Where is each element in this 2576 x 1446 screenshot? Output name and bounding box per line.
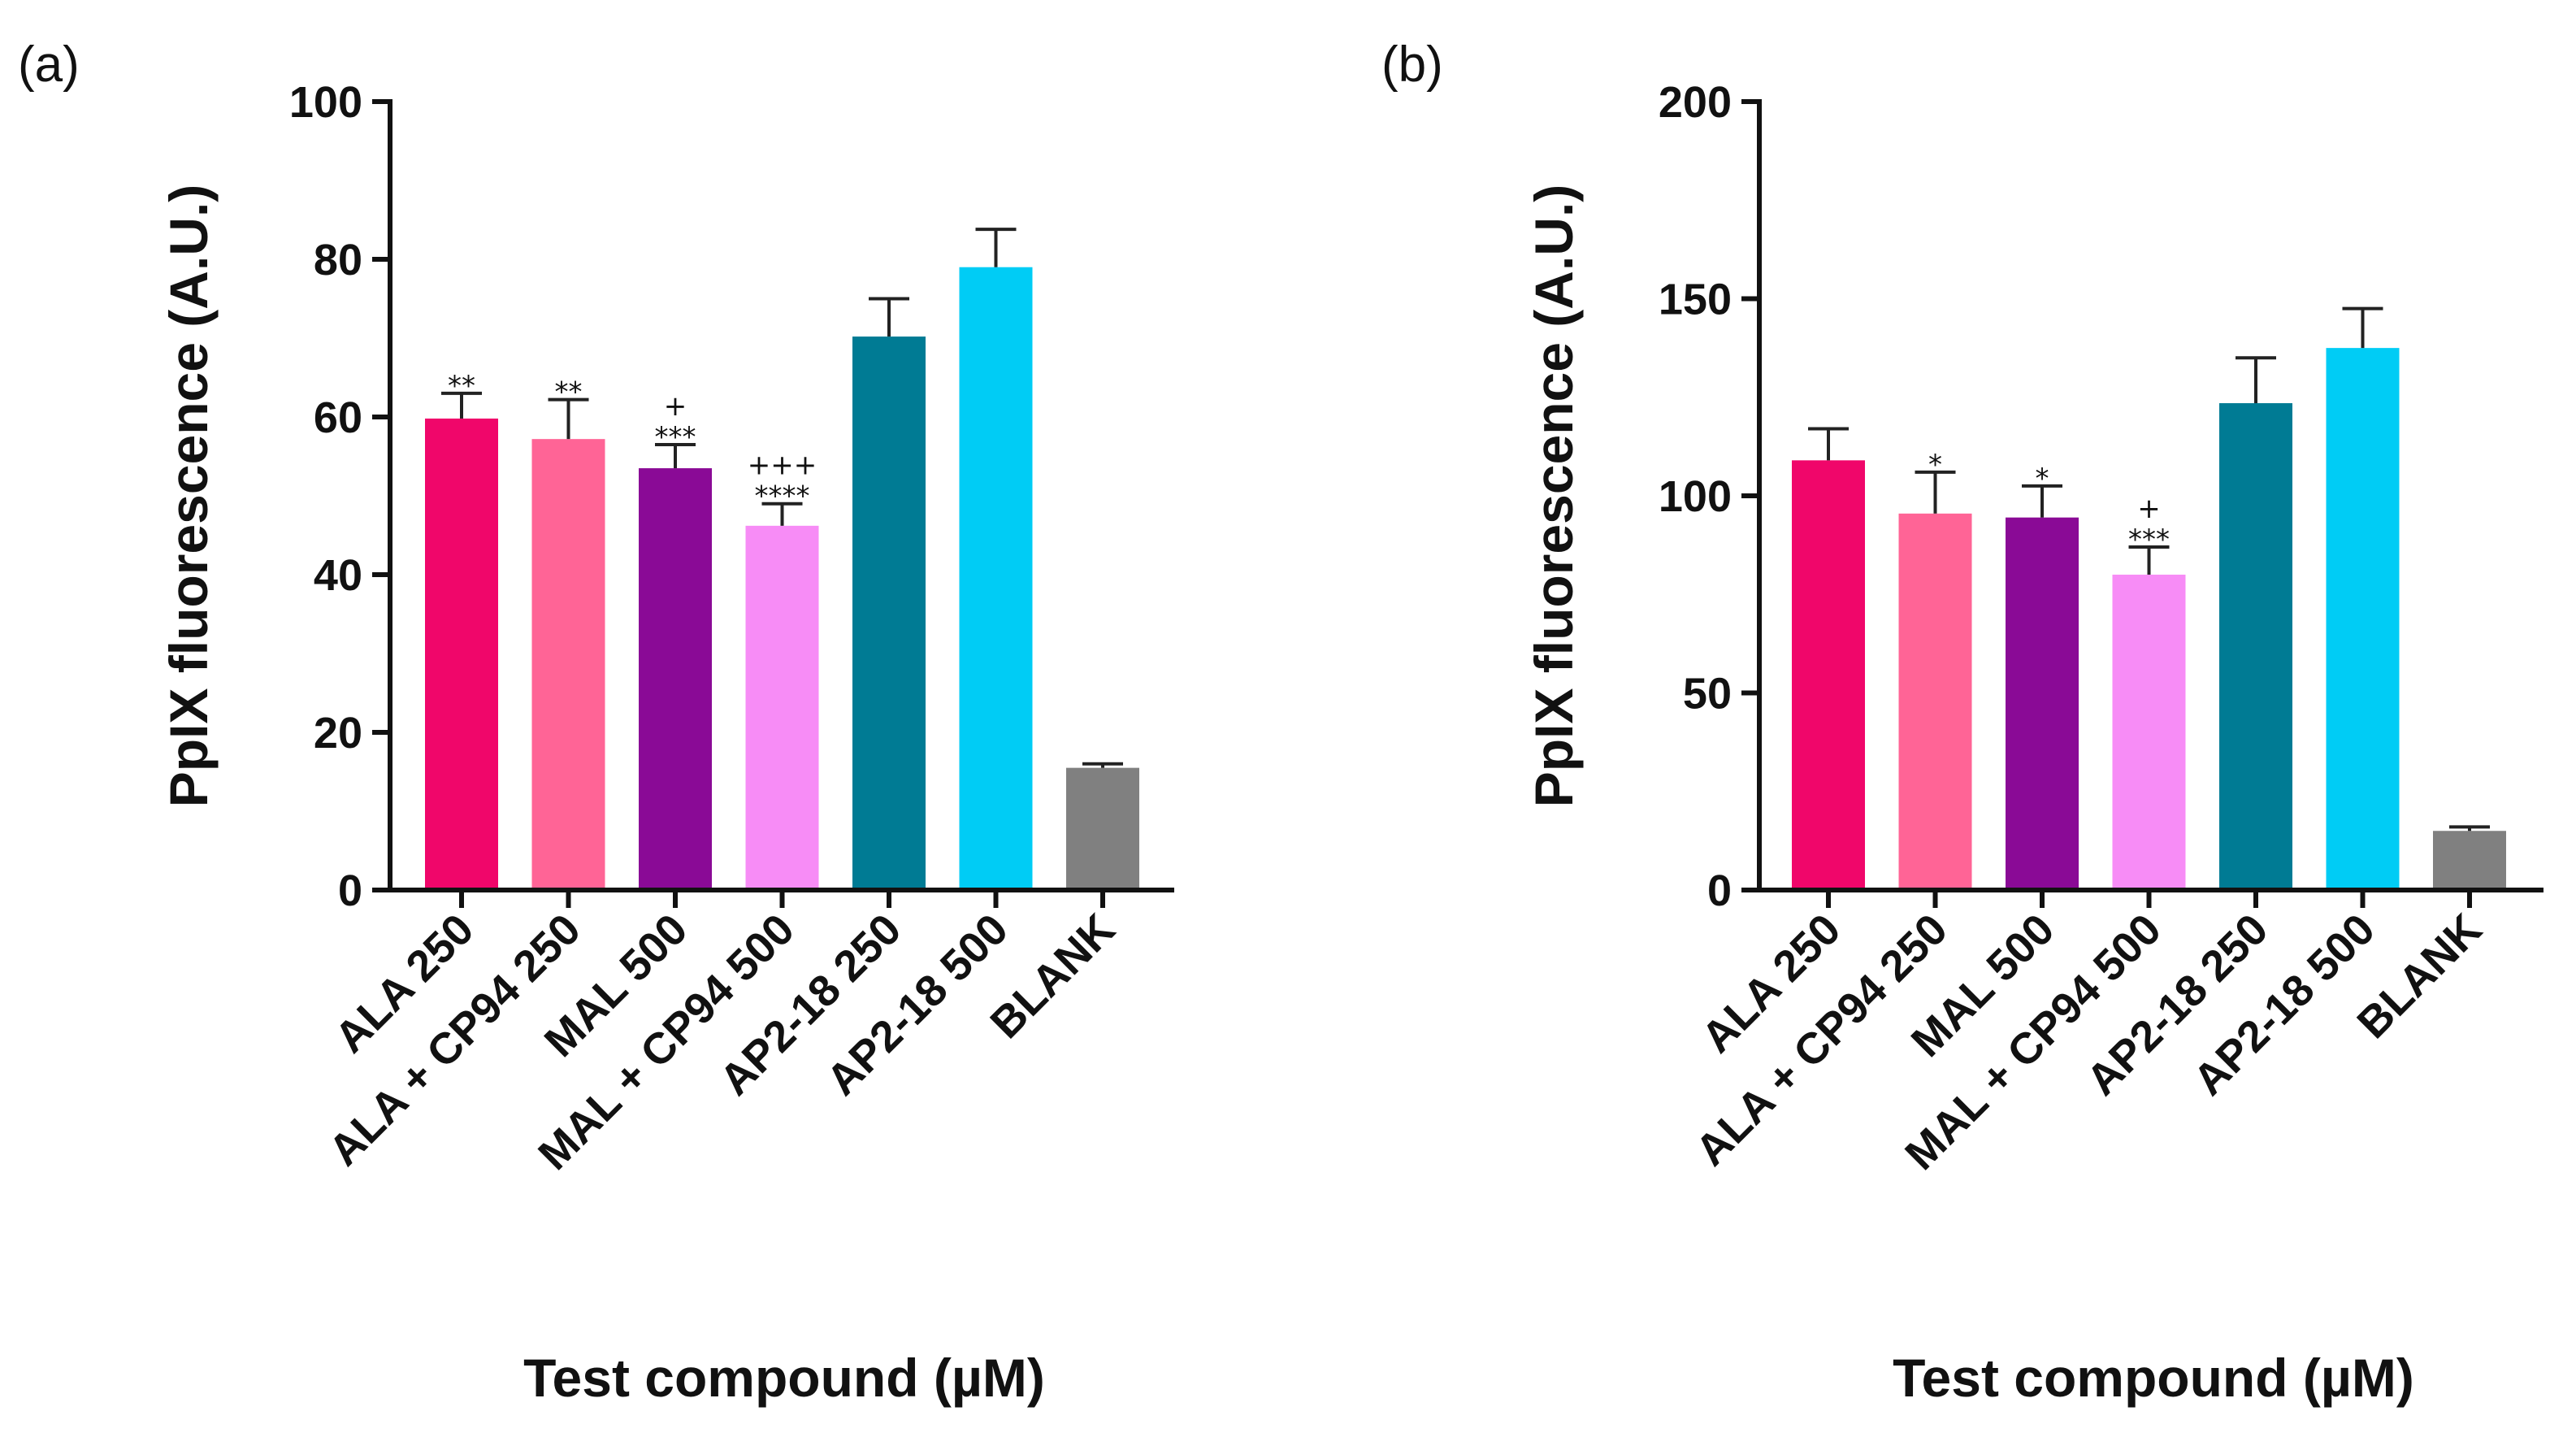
significance-marker: + xyxy=(664,390,687,423)
x-axis-title: Test compound (µM) xyxy=(523,1348,1045,1408)
y-tick-label: 100 xyxy=(1659,472,1732,521)
bar-3 xyxy=(639,468,712,890)
bar-5 xyxy=(2219,403,2292,890)
bar-6 xyxy=(2326,348,2400,890)
y-axis-title: PpIX fluorescence (A.U.) xyxy=(1524,185,1584,808)
bar-3 xyxy=(2006,517,2079,890)
significance-marker: ** xyxy=(448,370,475,402)
significance-marker: *** xyxy=(2128,523,2170,556)
bar-1 xyxy=(425,418,498,890)
bar-7 xyxy=(2433,831,2506,890)
bar-7 xyxy=(1066,767,1139,890)
significance-marker: ** xyxy=(555,376,583,409)
chart-panel-b: (b) PpIX fluorescence (A.U.) Test compound… xyxy=(1381,37,2543,1408)
y-tick-label: 100 xyxy=(289,78,362,127)
y-tick-label: 40 xyxy=(314,551,362,600)
y-tick-label: 0 xyxy=(1707,866,1732,915)
x-axis-title: Test compound (µM) xyxy=(1893,1348,2414,1408)
bar-4 xyxy=(745,525,819,890)
significance-marker: *** xyxy=(655,421,696,454)
bar-5 xyxy=(852,337,926,890)
significance-marker: **** xyxy=(755,480,810,513)
y-tick-label: 20 xyxy=(314,709,362,758)
y-tick-label: 200 xyxy=(1659,78,1732,127)
significance-marker: + xyxy=(2137,493,2161,525)
panel-label: (b) xyxy=(1381,37,1443,93)
bar-2 xyxy=(1898,513,1972,890)
y-tick-label: 150 xyxy=(1659,276,1732,324)
significance-marker: +++ xyxy=(748,449,817,482)
y-tick-label: 80 xyxy=(314,236,362,284)
y-tick-label: 0 xyxy=(338,866,362,915)
significance-marker: * xyxy=(2036,462,2049,495)
bar-6 xyxy=(959,267,1033,890)
bar-1 xyxy=(1792,460,1865,890)
y-tick-label: 60 xyxy=(314,393,362,442)
y-axis-title: PpIX fluorescence (A.U.) xyxy=(158,185,219,808)
bar-4 xyxy=(2112,575,2186,890)
y-tick-label: 50 xyxy=(1683,670,1732,719)
panel-label: (a) xyxy=(18,37,80,93)
chart-panel-a: (a) PpIX fluorescence (A.U.) Test compound… xyxy=(18,37,1174,1408)
bar-2 xyxy=(531,439,605,890)
significance-marker: * xyxy=(1928,449,1942,481)
